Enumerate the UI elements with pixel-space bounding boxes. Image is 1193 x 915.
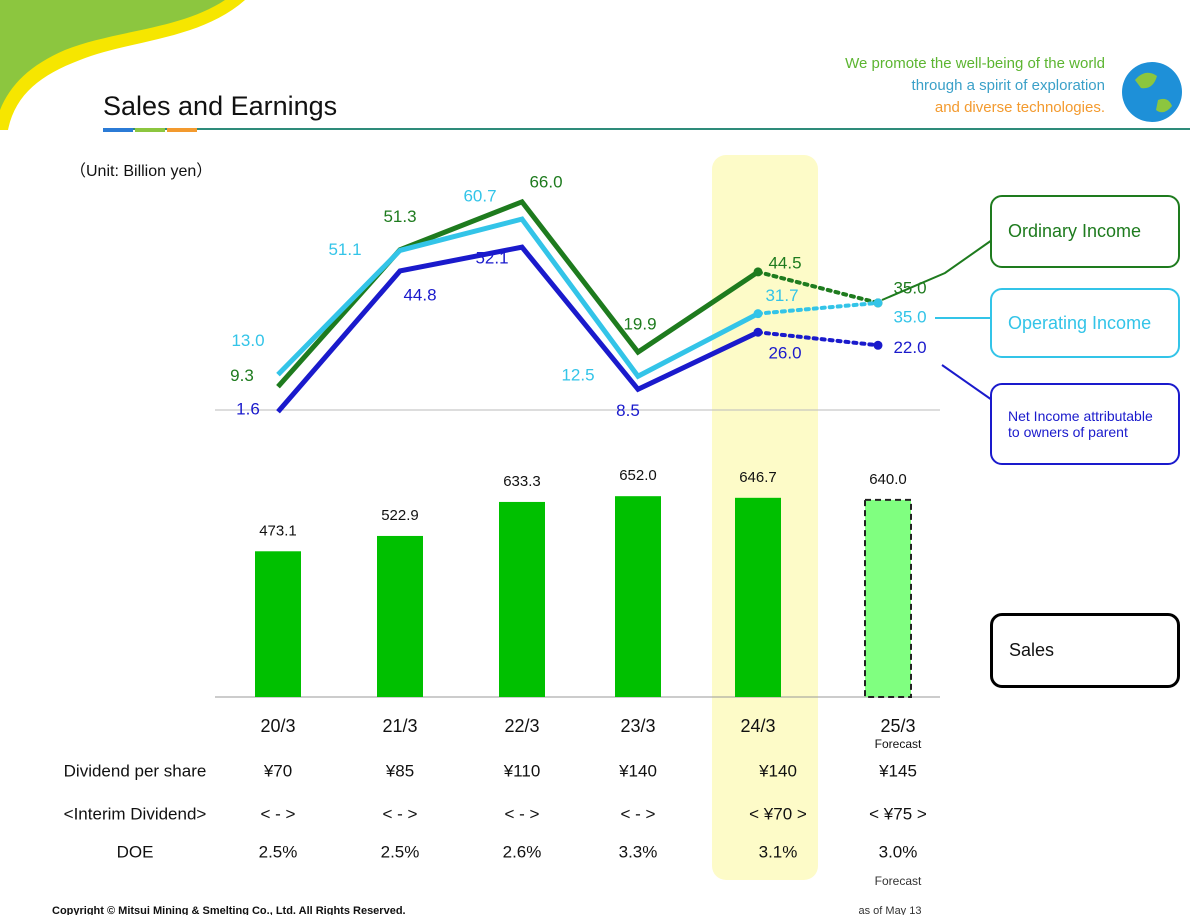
- data-label: 1.6: [236, 399, 260, 418]
- line-forecast: [756, 269, 880, 305]
- data-label: 12.5: [561, 366, 594, 385]
- data-label: 60.7: [463, 187, 496, 206]
- table-cell: ¥110: [503, 761, 541, 780]
- row-label: <Interim Dividend>: [64, 804, 207, 823]
- table-cell: 3.3%: [619, 842, 658, 861]
- data-label: 31.7: [765, 286, 798, 305]
- copyright: Copyright © Mitsui Mining & Smelting Co.…: [52, 905, 406, 915]
- slogan: and diverse technologies.: [935, 99, 1105, 116]
- data-label: 522.9: [381, 507, 419, 524]
- legend-entry: Net Income attributable to owners of par…: [990, 383, 1180, 465]
- row-label: Dividend per share: [64, 761, 207, 780]
- data-label: 13.0: [231, 331, 264, 350]
- bar: [499, 501, 545, 697]
- decor-swoosh-green: [0, 0, 225, 110]
- data-label: 35.0: [893, 278, 926, 297]
- bar: [615, 496, 661, 697]
- data-label: 9.3: [230, 366, 254, 385]
- data-label: 640.0: [869, 471, 907, 488]
- line-actual: [276, 198, 760, 389]
- title: Sales and Earnings: [103, 91, 337, 121]
- table-cell: ¥140: [758, 761, 797, 780]
- point: [753, 267, 763, 277]
- data-label: 633.3: [503, 473, 541, 490]
- point: [873, 298, 883, 308]
- data-label: 19.9: [623, 315, 656, 334]
- data-label: 51.3: [383, 207, 416, 226]
- as-of-date: as of May 13: [859, 905, 922, 915]
- legend-entry: Operating Income: [990, 288, 1180, 358]
- data-label: 35.0: [893, 307, 926, 326]
- table-cell: 2.5%: [381, 842, 420, 861]
- legend-entry: Ordinary Income: [990, 195, 1180, 268]
- data-label: 44.5: [768, 253, 801, 272]
- line-forecast: [756, 330, 880, 348]
- data-label: 473.1: [259, 522, 297, 539]
- bar: [377, 535, 423, 697]
- table-cell: < ¥70 >: [749, 804, 807, 823]
- slogan: We promote the well-being of the world: [845, 55, 1105, 72]
- table-cell: 2.6%: [503, 842, 542, 861]
- bar: [255, 551, 301, 697]
- data-label: 646.7: [739, 469, 777, 486]
- unit-label: （Unit: Billion yen）: [70, 162, 212, 180]
- rule-accent: [103, 128, 133, 132]
- point: [753, 327, 763, 337]
- line-actual: [276, 216, 760, 380]
- data-label: 52.1: [475, 249, 508, 268]
- logo-globe: [1122, 62, 1182, 122]
- rule-accent: [167, 128, 197, 132]
- table-cell: 2.5%: [259, 842, 298, 861]
- bar: [735, 497, 781, 697]
- bar: [864, 498, 912, 698]
- table-cell: < - >: [383, 804, 418, 823]
- table-cell: < ¥75 >: [869, 804, 927, 823]
- x-tick-label: 23/3: [620, 716, 655, 736]
- data-label: 26.0: [768, 344, 801, 363]
- data-label: 51.1: [328, 240, 361, 259]
- table-cell: 3.0%: [879, 842, 918, 861]
- x-tick-label: 21/3: [382, 716, 417, 736]
- data-label: 652.0: [619, 467, 657, 484]
- line-forecast: [756, 300, 880, 316]
- line-actual: [276, 244, 760, 414]
- rule-accent: [135, 128, 165, 132]
- table-cell: ¥140: [618, 761, 657, 780]
- row-label: DOE: [117, 842, 154, 861]
- point: [873, 340, 883, 350]
- x-tick-label: 24/3: [740, 716, 775, 736]
- data-label: 66.0: [529, 172, 562, 191]
- x-tick-label: 22/3: [504, 716, 539, 736]
- x-tick-label: 25/3: [880, 716, 915, 736]
- forecast-label: Forecast: [875, 737, 922, 751]
- table-cell: < - >: [621, 804, 656, 823]
- table-cell: ¥145: [878, 761, 917, 780]
- slogan: through a spirit of exploration: [912, 77, 1105, 94]
- table-cell: < - >: [261, 804, 296, 823]
- table-cell: 3.1%: [759, 842, 798, 861]
- x-tick-label: 20/3: [260, 716, 295, 736]
- table-note: Forecast: [875, 874, 922, 888]
- point: [753, 309, 763, 319]
- callout-line: [941, 364, 993, 401]
- table-cell: ¥85: [385, 761, 414, 780]
- legend-entry: Sales: [990, 613, 1180, 688]
- data-label: 22.0: [893, 338, 926, 357]
- logo-land: [1135, 72, 1172, 113]
- table-cell: ¥70: [263, 761, 292, 780]
- data-label: 8.5: [616, 401, 640, 420]
- data-label: 44.8: [403, 285, 436, 304]
- callout-line: [881, 239, 993, 301]
- table-cell: < - >: [505, 804, 540, 823]
